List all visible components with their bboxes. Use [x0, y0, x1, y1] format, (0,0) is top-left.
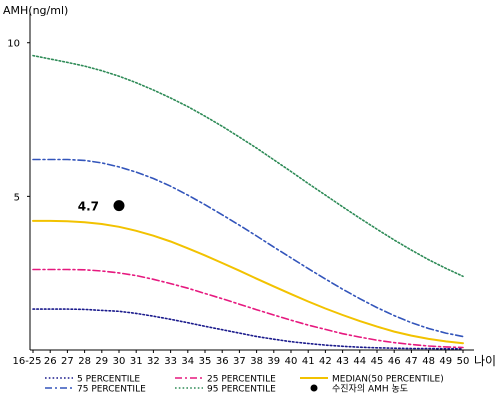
x-tick-label: 38: [250, 356, 263, 367]
x-tick-label: 37: [233, 356, 246, 367]
x-tick-label: 32: [147, 356, 160, 367]
x-tick-label: 43: [336, 356, 349, 367]
patient-point: [113, 200, 125, 212]
x-tick-label: 35: [199, 356, 212, 367]
x-tick-label: 40: [285, 356, 298, 367]
x-tick-label: 16-25: [12, 356, 41, 367]
series-line: [32, 158, 464, 338]
x-tick-label: 41: [302, 356, 315, 367]
legend: 5 PERCENTILE 25 PERCENTILE MEDIAN(50 PERCE…: [45, 375, 444, 395]
legend-label: 95 PERCENTILE: [207, 385, 276, 395]
y-tick-label: 5: [14, 192, 20, 203]
x-tick-label: 27: [61, 356, 74, 367]
x-tick-label: 45: [371, 356, 384, 367]
series-line: [32, 219, 464, 345]
x-tick-label: 39: [267, 356, 280, 367]
x-tick-label: 50: [457, 356, 470, 367]
x-tick-label: 31: [130, 356, 143, 367]
x-tick-label: 34: [181, 356, 194, 367]
y-tick-label: 10: [7, 39, 20, 50]
x-tick-label: 44: [353, 356, 366, 367]
x-tick-label: 29: [95, 356, 108, 367]
x-tick-label: 28: [78, 356, 91, 367]
legend-point-label: 수진자의 AMH 농도: [332, 384, 408, 395]
legend-label: MEDIAN(50 PERCENTILE): [332, 375, 444, 385]
x-axis-title: 나이: [474, 354, 496, 368]
x-tick-label: 26: [44, 356, 57, 367]
series-line: [32, 268, 464, 349]
x-tick-label: 33: [164, 356, 177, 367]
y-ticks: 5 10: [7, 39, 30, 203]
legend-label: 5 PERCENTILE: [77, 375, 140, 385]
series-layer: [32, 54, 464, 350]
x-tick-label: 46: [388, 356, 401, 367]
y-axis-title: AMH(ng/ml): [3, 4, 68, 17]
x-ticks: 16-25 26 27 28 29 30 31 32 33 34 35 36 37 38 39 40 41 42 4…: [12, 350, 469, 367]
series-line: [32, 54, 464, 278]
patient-value-label: 4.7: [78, 200, 99, 214]
legend-point-marker: [310, 384, 318, 392]
x-tick-label: 48: [422, 356, 435, 367]
x-tick-label: 49: [439, 356, 452, 367]
legend-label: 75 PERCENTILE: [77, 385, 146, 395]
axes: AMH(ng/ml) 나이: [3, 4, 496, 368]
x-tick-label: 47: [405, 356, 418, 367]
x-tick-label: 30: [113, 356, 126, 367]
x-tick-label: 36: [216, 356, 229, 367]
series-line: [32, 308, 464, 350]
x-tick-label: 42: [319, 356, 332, 367]
point-layer: 4.7: [78, 200, 125, 214]
legend-label: 25 PERCENTILE: [207, 375, 276, 385]
